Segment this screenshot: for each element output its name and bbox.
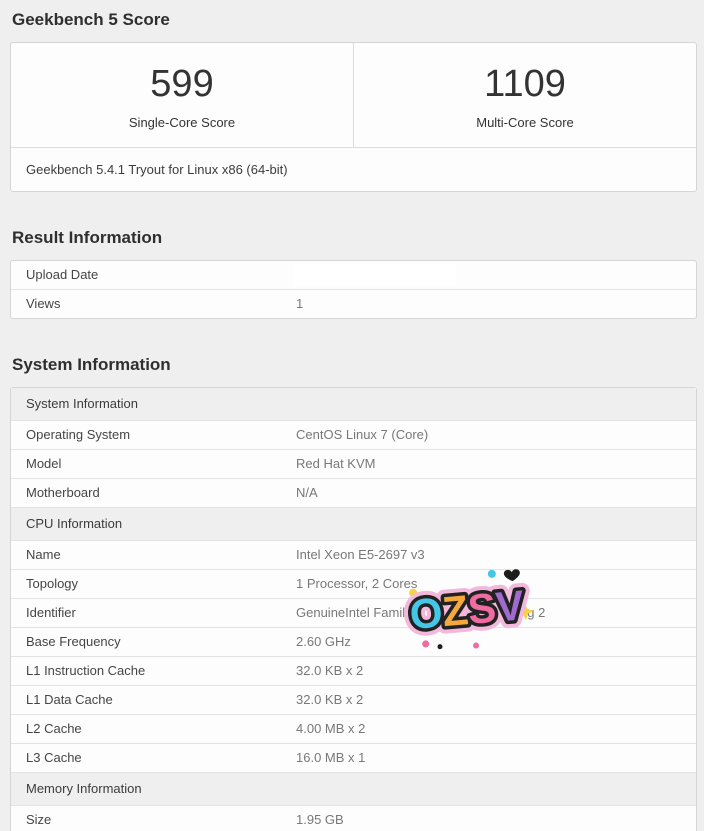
row-value: 1 Processor, 2 Cores <box>296 576 418 591</box>
single-core-score-value: 599 <box>150 63 214 105</box>
row-label: Size <box>26 812 52 827</box>
row-label: L1 Data Cache <box>26 692 113 707</box>
row-value: 32.0 KB x 2 <box>296 663 364 678</box>
table-section-header: Memory Information <box>11 772 696 805</box>
row-label: L3 Cache <box>26 750 82 765</box>
table-section-header: System Information <box>11 388 696 420</box>
table-row: Name Intel Xeon E5-2697 v3 <box>11 540 696 569</box>
single-core-score-label: Single-Core Score <box>128 115 236 130</box>
row-label: Model <box>26 456 62 471</box>
row-value: 1 <box>296 296 304 311</box>
row-label: L2 Cache <box>26 721 82 736</box>
redaction-patch <box>294 264 456 286</box>
system-information-heading: System Information <box>12 355 171 374</box>
page-title: Geekbench 5 Score <box>12 10 170 29</box>
table-row: L1 Instruction Cache 32.0 KB x 2 <box>11 656 696 685</box>
row-label: Operating System <box>26 427 131 442</box>
benchmark-version-text: Geekbench 5.4.1 Tryout for Linux x86 (64… <box>11 147 696 191</box>
result-information-heading: Result Information <box>12 228 163 247</box>
multi-core-score-label: Multi-Core Score <box>476 115 574 130</box>
table-row: Topology 1 Processor, 2 Cores <box>11 569 696 598</box>
row-label: Upload Date <box>26 267 99 282</box>
row-value: N/A <box>296 485 318 500</box>
row-value: CentOS Linux 7 (Core) <box>296 427 429 442</box>
row-value: GenuineIntel Family 6 Model 63 Stepping … <box>296 605 546 620</box>
row-value: Red Hat KVM <box>296 456 376 471</box>
row-label: Motherboard <box>26 485 100 500</box>
table-section-header: CPU Information <box>11 507 696 540</box>
table-row: Size 1.95 GB <box>11 805 696 831</box>
score-row: 599 Single-Core Score 1109 Multi-Core Sc… <box>11 43 696 147</box>
table-row: L1 Data Cache 32.0 KB x 2 <box>11 685 696 714</box>
multi-core-score-value: 1109 <box>484 63 566 105</box>
single-core-score-cell: 599 Single-Core Score <box>11 43 353 147</box>
row-label: Views <box>26 296 61 311</box>
row-value: 32.0 KB x 2 <box>296 692 364 707</box>
row-value: 2.60 GHz <box>296 634 351 649</box>
table-row: L3 Cache 16.0 MB x 1 <box>11 743 696 772</box>
table-row: Motherboard N/A <box>11 478 696 507</box>
row-value: 16.0 MB x 1 <box>296 750 366 765</box>
result-information-table: Upload Date Views 1 <box>10 260 697 319</box>
row-value: Intel Xeon E5-2697 v3 <box>296 547 425 562</box>
row-label: Name <box>26 547 61 562</box>
table-row: Views 1 <box>11 289 696 318</box>
row-value <box>294 264 681 286</box>
row-label: L1 Instruction Cache <box>26 663 146 678</box>
row-value: 4.00 MB x 2 <box>296 721 366 736</box>
row-label: Identifier <box>26 605 76 620</box>
table-row: L2 Cache 4.00 MB x 2 <box>11 714 696 743</box>
score-card: 599 Single-Core Score 1109 Multi-Core Sc… <box>10 42 697 192</box>
row-label: Base Frequency <box>26 634 121 649</box>
row-label: Topology <box>26 576 79 591</box>
row-value: 1.95 GB <box>296 812 344 827</box>
table-row: Identifier GenuineIntel Family 6 Model 63… <box>11 598 696 627</box>
multi-core-score-cell: 1109 Multi-Core Score <box>353 43 696 147</box>
table-row: Base Frequency 2.60 GHz <box>11 627 696 656</box>
table-row: Operating System CentOS Linux 7 (Core) <box>11 420 696 449</box>
system-information-table: System Information Operating System CentOS… <box>10 387 697 831</box>
table-row: Upload Date <box>11 261 696 289</box>
table-row: Model Red Hat KVM <box>11 449 696 478</box>
